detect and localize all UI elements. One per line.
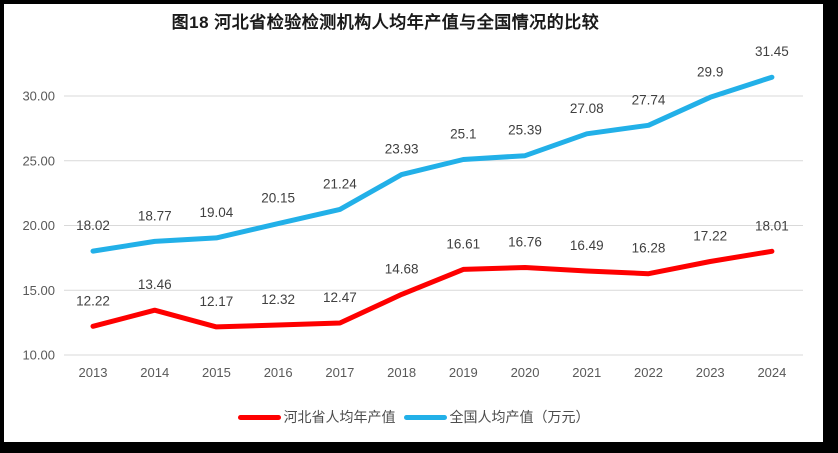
data-label-series-1: 29.9 [697, 64, 723, 79]
x-axis-tick-label: 2023 [696, 365, 725, 380]
data-label-series-0: 17.22 [693, 229, 727, 244]
data-label-series-0: 14.68 [385, 261, 419, 276]
data-label-series-1: 21.24 [323, 176, 357, 191]
data-label-series-0: 16.76 [508, 234, 542, 249]
data-label-series-1: 31.45 [755, 44, 789, 59]
x-axis-tick-label: 2024 [757, 365, 786, 380]
x-axis-tick-label: 2020 [511, 365, 540, 380]
y-axis-tick-label: 30.00 [22, 89, 55, 104]
data-label-series-0: 12.47 [323, 290, 357, 305]
legend-item-national: 全国人均产值（万元） [403, 407, 590, 427]
x-axis-tick-label: 2022 [634, 365, 663, 380]
legend: 河北省人均年产值 全国人均产值（万元） [4, 404, 823, 430]
y-axis-tick-label: 20.00 [22, 218, 55, 233]
data-label-series-0: 12.32 [261, 292, 295, 307]
x-axis-tick-label: 2017 [325, 365, 354, 380]
legend-line-swatch-red [237, 414, 281, 420]
data-label-series-1: 20.15 [261, 191, 295, 206]
series-line-0 [90, 248, 775, 330]
data-label-series-1: 25.39 [508, 123, 542, 138]
line-chart-plot: 30.00 25.00 20.00 15.00 10.00 2013 2014 2015 201… [22, 44, 803, 380]
data-label-series-1: 18.77 [138, 208, 172, 223]
x-axis-tick-label: 2018 [387, 365, 416, 380]
x-axis-tick-label: 2014 [140, 365, 169, 380]
x-axis-tick-label: 2019 [449, 365, 478, 380]
x-axis-tick-label: 2016 [264, 365, 293, 380]
legend-label: 河北省人均年产值 [283, 409, 396, 425]
x-axis-tick-label: 2021 [572, 365, 601, 380]
data-label-series-1: 19.04 [200, 205, 234, 220]
series-line-1 [90, 74, 775, 254]
data-label-series-0: 18.01 [755, 218, 789, 233]
data-label-series-0: 12.22 [76, 293, 110, 308]
data-label-series-0: 16.61 [446, 236, 480, 251]
data-label-series-1: 27.74 [632, 92, 666, 107]
y-axis-tick-label: 10.00 [22, 348, 55, 363]
x-axis-tick-label: 2015 [202, 365, 231, 380]
y-axis-tick-label: 25.00 [22, 153, 55, 168]
data-label-series-0: 12.17 [200, 294, 234, 309]
y-axis-tick-label: 15.00 [22, 283, 55, 298]
data-label-series-0: 13.46 [138, 277, 172, 292]
legend-line-swatch-blue [403, 414, 447, 420]
chart-title: 图18 河北省检验检测机构人均年产值与全国情况的比较 [171, 13, 600, 32]
data-label-series-1: 25.1 [450, 126, 476, 141]
legend-item-hebei: 河北省人均年产值 [237, 407, 396, 427]
legend-label: 全国人均产值（万元） [449, 409, 590, 425]
data-label-series-1: 18.02 [76, 218, 110, 233]
data-label-series-0: 16.28 [632, 241, 666, 256]
data-label-series-1: 27.08 [570, 101, 604, 116]
x-axis-tick-label: 2013 [79, 365, 108, 380]
data-label-series-1: 23.93 [385, 142, 419, 157]
data-label-series-0: 16.49 [570, 238, 604, 253]
